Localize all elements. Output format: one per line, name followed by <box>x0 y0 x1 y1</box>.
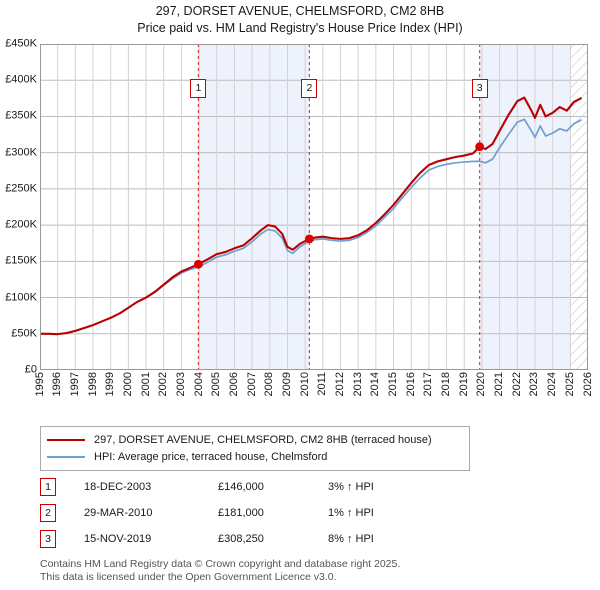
x-axis-tick-label: 2008 <box>263 372 276 397</box>
x-axis-tick-label: 2015 <box>387 372 400 397</box>
legend-swatch-price-paid <box>47 438 85 441</box>
legend-item-price-paid: 297, DORSET AVENUE, CHELMSFORD, CM2 8HB … <box>47 431 463 448</box>
x-axis-tick-label: 2016 <box>404 372 417 397</box>
x-axis-tick-label: 2002 <box>157 372 170 397</box>
transaction-dot-1[interactable] <box>193 259 203 269</box>
transaction-price: £181,000 <box>218 507 264 519</box>
x-axis-tick-label: 2014 <box>369 372 382 397</box>
chart-marker-badge-1[interactable]: 1 <box>190 79 207 98</box>
x-axis-tick-label: 2023 <box>528 372 541 397</box>
x-axis-tick-label: 1999 <box>104 372 117 397</box>
transaction-dot-3[interactable] <box>475 142 485 152</box>
shaded-band <box>479 44 571 370</box>
page-title: 297, DORSET AVENUE, CHELMSFORD, CM2 8HB … <box>0 3 600 37</box>
x-axis-tick-label: 2020 <box>475 372 488 397</box>
legend-label-hpi: HPI: Average price, terraced house, Chel… <box>94 450 328 463</box>
y-axis: £0 £50K £100K £150K £200K £250K £300K £350K £400… <box>0 38 37 375</box>
y-axis-tick-label: £450K <box>5 37 37 50</box>
x-axis-tick-label: 2012 <box>334 372 347 397</box>
x-axis-tick-label: 2004 <box>192 372 205 397</box>
transaction-marker-lines <box>197 44 481 370</box>
x-axis-tick-label: 2018 <box>440 372 453 397</box>
x-axis-tick-label: 2017 <box>422 372 435 397</box>
title-line-1: 297, DORSET AVENUE, CHELMSFORD, CM2 8HB <box>155 4 445 18</box>
chart-legend: 297, DORSET AVENUE, CHELMSFORD, CM2 8HB … <box>40 426 470 471</box>
x-axis-tick-label: 2021 <box>493 372 506 397</box>
y-axis-tick-label: £400K <box>5 73 37 86</box>
price-history-chart <box>40 44 588 370</box>
footer-line-1: Contains HM Land Registry data © Crown c… <box>40 558 401 570</box>
x-axis-tick-label: 2025 <box>563 372 576 397</box>
transaction-hpi-delta: 8% ↑ HPI <box>328 533 374 545</box>
x-axis-tick-label: 2011 <box>316 372 329 396</box>
chart-plot-area: 1 2 3 <box>40 44 588 370</box>
transaction-dot-2[interactable] <box>305 234 314 244</box>
x-axis-tick-label: 2026 <box>581 372 594 397</box>
x-axis-tick-label: 2006 <box>227 372 240 397</box>
x-axis-tick-label: 1997 <box>68 372 81 397</box>
x-axis-tick-label: 2022 <box>510 372 523 397</box>
footer-attribution: Contains HM Land Registry data © Crown c… <box>40 558 580 583</box>
transaction-point-markers <box>193 142 485 269</box>
chart-marker-badge-2[interactable]: 2 <box>301 79 318 98</box>
legend-swatch-hpi <box>47 455 85 458</box>
x-axis-tick-label: 2013 <box>351 372 364 397</box>
x-axis-tick-label: 2003 <box>174 372 187 397</box>
grid-lines <box>40 44 588 370</box>
legend-item-hpi: HPI: Average price, terraced house, Chel… <box>47 448 463 465</box>
transaction-hpi-delta: 3% ↑ HPI <box>328 481 374 493</box>
table-row[interactable]: 2 29-MAR-2010 £181,000 1% ↑ HPI <box>40 500 470 526</box>
transaction-index-badge: 3 <box>40 530 56 548</box>
x-axis-tick-label: 2024 <box>546 372 559 397</box>
x-axis-tick-label: 2019 <box>457 372 470 397</box>
table-row[interactable]: 1 18-DEC-2003 £146,000 3% ↑ HPI <box>40 474 470 500</box>
x-axis-tick-label: 1998 <box>86 372 99 397</box>
x-axis-tick-label: 2010 <box>298 372 311 397</box>
x-axis: 1995 1996 1997 1998 1999 2000 2001 2002 2003 2004… <box>34 372 594 420</box>
x-axis-tick-label: 1995 <box>33 372 46 397</box>
title-line-2: Price paid vs. HM Land Registry's House … <box>137 21 463 35</box>
legend-label-price-paid: 297, DORSET AVENUE, CHELMSFORD, CM2 8HB … <box>94 433 432 446</box>
y-axis-tick-label: £150K <box>5 254 37 267</box>
footer-line-2: This data is licensed under the Open Gov… <box>40 570 337 583</box>
x-axis-tick-label: 2005 <box>210 372 223 397</box>
y-axis-tick-label: £0 <box>24 363 37 376</box>
chart-marker-badge-3[interactable]: 3 <box>471 79 488 98</box>
transaction-index-badge: 2 <box>40 504 56 522</box>
table-row[interactable]: 3 15-NOV-2019 £308,250 8% ↑ HPI <box>40 526 470 552</box>
chart-series-lines <box>40 96 582 336</box>
x-axis-tick-label: 2000 <box>121 372 134 397</box>
transaction-date: 15-NOV-2019 <box>84 533 152 545</box>
transaction-index-badge: 1 <box>40 478 56 496</box>
transaction-price: £308,250 <box>218 533 264 545</box>
transaction-price: £146,000 <box>218 481 264 493</box>
y-axis-tick-label: £100K <box>5 291 37 304</box>
transaction-date: 18-DEC-2003 <box>84 481 152 493</box>
hatched-projection-area <box>570 44 588 370</box>
plot-border <box>40 44 588 370</box>
series-line-price-paid <box>40 96 582 336</box>
x-axis-tick-label: 2009 <box>280 372 293 397</box>
y-axis-tick-label: £50K <box>11 327 37 340</box>
shaded-band <box>198 44 310 370</box>
y-axis-tick-label: £200K <box>5 218 37 231</box>
transaction-hpi-delta: 1% ↑ HPI <box>328 507 374 519</box>
y-axis-tick-label: £300K <box>5 146 37 159</box>
x-axis-tick-label: 2001 <box>139 372 152 397</box>
x-axis-tick-label: 2007 <box>245 372 258 397</box>
y-axis-tick-label: £350K <box>5 109 37 122</box>
y-axis-tick-label: £250K <box>5 182 37 195</box>
transactions-table: 1 18-DEC-2003 £146,000 3% ↑ HPI 2 29-MAR-2010… <box>40 474 470 552</box>
transaction-date: 29-MAR-2010 <box>84 507 153 519</box>
x-axis-tick-label: 1996 <box>51 372 64 397</box>
projection-hatch-band <box>570 44 588 370</box>
